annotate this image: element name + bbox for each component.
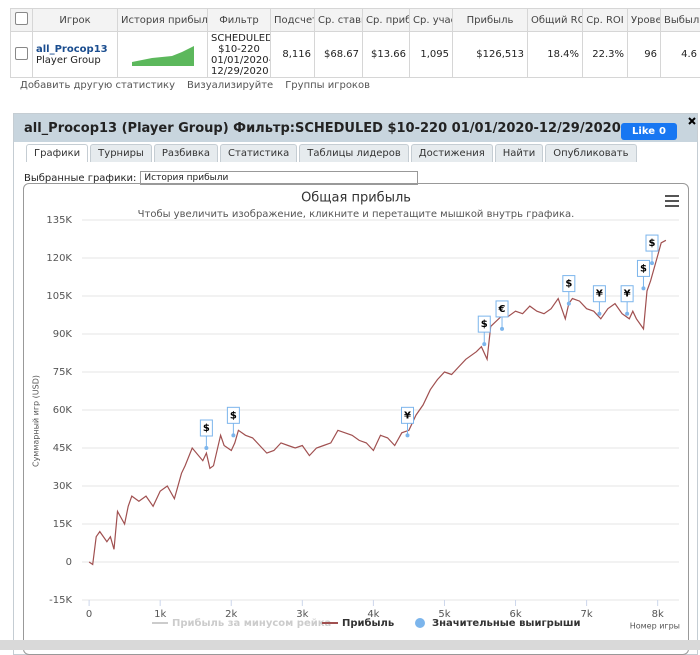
flag-label: $ (481, 319, 488, 330)
panel-header: all_Procop13 (Player Group) Фильтр:SCHED… (14, 114, 697, 142)
y-tick-label: 90K (53, 329, 73, 340)
legend-label[interactable]: Прибыль за минусом рейка (172, 617, 331, 629)
chart-title: Общая прибыль (301, 191, 411, 206)
menu-icon[interactable] (665, 196, 679, 206)
y-axis-title: Суммарный игр (USD) (32, 375, 41, 467)
flag-label: $ (230, 410, 237, 421)
tab[interactable]: Графики (26, 144, 88, 162)
flag-label: € (498, 304, 506, 315)
tabs: Графики Турниры Разбивка Статистика Табл… (26, 144, 637, 162)
row-checkbox[interactable] (11, 32, 33, 78)
y-tick-label: 105K (46, 291, 72, 302)
cell: $68.67 (315, 32, 363, 78)
scrollbar[interactable] (0, 640, 700, 650)
chart: Общая прибыль Чтобы увеличить изображени… (24, 184, 688, 654)
toolbar: Добавить другую статистику Визуализируйт… (20, 80, 370, 91)
sparkline-cell (118, 32, 208, 78)
column-header[interactable]: Ср. ROI (583, 9, 628, 32)
cell: 4.6 (661, 32, 700, 78)
toolbar-button[interactable]: Группы игроков (285, 80, 370, 91)
column-header[interactable]: Игрок (33, 9, 118, 32)
y-tick-label: 75K (53, 367, 73, 378)
sparkline (132, 44, 194, 66)
column-header[interactable]: Подсчет (271, 9, 315, 32)
column-header[interactable]: Прибыль (453, 9, 528, 32)
x-tick-label: 7k (581, 609, 593, 620)
tab[interactable]: Таблицы лидеров (299, 144, 409, 162)
column-header[interactable]: Ср. учас (410, 9, 453, 32)
select-label: Выбранные графики: (24, 173, 136, 184)
x-tick-label: 0 (86, 609, 92, 620)
x-tick-label: 8k (652, 609, 664, 620)
column-header[interactable]: Ср. ставк (315, 9, 363, 32)
flag-label: $ (203, 423, 210, 434)
toolbar-button[interactable]: Визуализируйте (187, 80, 273, 91)
cell: $126,513 (453, 32, 528, 78)
column-header[interactable]: Общий ROI (528, 9, 583, 32)
y-tick-label: 15K (53, 519, 73, 530)
y-tick-label: 120K (46, 253, 72, 264)
panel: all_Procop13 (Player Group) Фильтр:SCHED… (13, 113, 698, 655)
chart-subtitle: Чтобы увеличить изображение, кликните и … (138, 209, 575, 220)
like-button[interactable]: Like 0 (621, 123, 677, 140)
tab[interactable]: Разбивка (154, 144, 218, 162)
cell: $13.66 (363, 32, 410, 78)
cell: 22.3% (583, 32, 628, 78)
tab[interactable]: Достижения (411, 144, 493, 162)
tab[interactable]: Турниры (90, 144, 152, 162)
header-row: Игрок История прибыли Фильтр Подсчет Ср.… (11, 9, 700, 32)
flag-label: ¥ (624, 289, 631, 300)
y-tick-label: -15K (49, 595, 72, 606)
select-all[interactable] (11, 9, 33, 32)
y-tick-label: 60K (53, 405, 73, 416)
flag-label: $ (565, 279, 572, 290)
tab[interactable]: Найти (495, 144, 543, 162)
profit-line (89, 240, 666, 564)
cell: 1,095 (410, 32, 453, 78)
flag-label: ¥ (596, 289, 603, 300)
column-header[interactable]: Фильтр (208, 9, 271, 32)
cell: 18.4% (528, 32, 583, 78)
filter-cell: SCHEDULED $10-220 01/01/2020-12/29/2020 (208, 32, 271, 78)
player-link[interactable]: all_Procop13 (36, 44, 114, 55)
column-header[interactable]: Ср. приб (363, 9, 410, 32)
flag-label: $ (649, 238, 656, 249)
y-tick-label: 0 (66, 557, 72, 568)
legend-label[interactable]: Прибыль (342, 617, 394, 629)
panel-title: all_Procop13 (Player Group) Фильтр:SCHED… (24, 121, 621, 136)
like-text: Like (632, 126, 655, 137)
flag-label: $ (640, 263, 647, 274)
flag-label: ¥ (404, 410, 411, 421)
y-tick-label: 30K (53, 481, 73, 492)
x-axis-title: Номер игры (630, 622, 680, 631)
column-header[interactable]: История прибыли (118, 9, 208, 32)
x-tick-label: 1k (154, 609, 166, 620)
y-tick-label: 135K (46, 215, 72, 226)
player-group: Player Group (36, 55, 114, 66)
cell: 96 (628, 32, 661, 78)
stats-table: Игрок История прибыли Фильтр Подсчет Ср.… (10, 8, 700, 78)
like-count: 0 (659, 126, 666, 137)
column-header[interactable]: Выбыл ра (661, 9, 700, 32)
legend-label[interactable]: Значительные выигрыши (432, 618, 581, 629)
tab[interactable]: Статистика (220, 144, 297, 162)
legend-symbol (415, 618, 425, 628)
tab[interactable]: Опубликовать (545, 144, 636, 162)
cell: 8,116 (271, 32, 315, 78)
column-header[interactable]: Урове (628, 9, 661, 32)
close-icon[interactable] (688, 117, 696, 125)
toolbar-button[interactable]: Добавить другую статистику (20, 80, 175, 91)
chart-container: Общая прибыль Чтобы увеличить изображени… (23, 183, 689, 655)
y-tick-label: 45K (53, 443, 73, 454)
